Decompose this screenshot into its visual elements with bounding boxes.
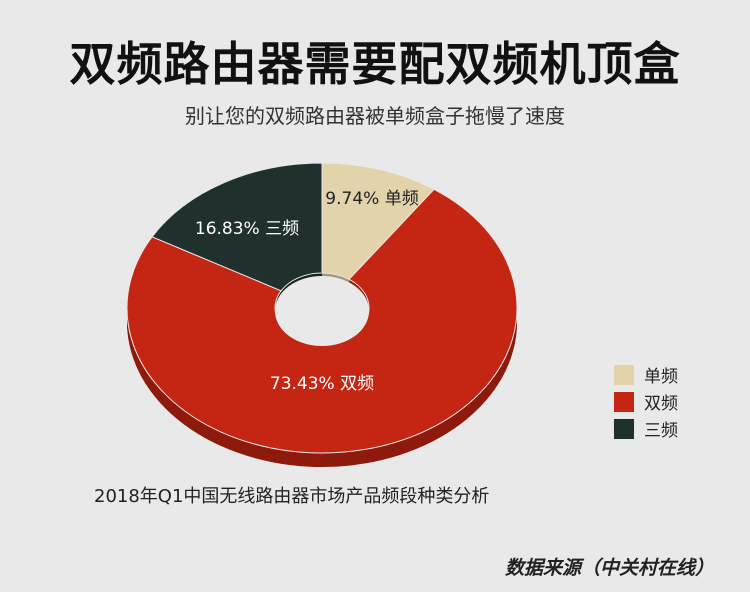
page-subtitle: 别让您的双频路由器被单频盒子拖慢了速度 xyxy=(185,104,565,128)
slice-label-tri: 16.83% 三频 xyxy=(195,219,299,239)
chart-caption: 2018年Q1中国无线路由器市场产品频段种类分析 xyxy=(94,486,490,507)
donut-hole xyxy=(275,276,369,346)
legend-swatch-tri xyxy=(614,418,634,439)
legend-swatch-single xyxy=(614,364,634,385)
data-source: 数据来源（中关村在线） xyxy=(504,557,714,579)
slice-label-single: 9.74% 单频 xyxy=(325,189,418,209)
page-title: 双频路由器需要配双频机顶盒 xyxy=(69,37,681,91)
legend-label-dual: 双频 xyxy=(644,394,678,414)
legend-label-tri: 三频 xyxy=(644,421,678,441)
legend-label-single: 单频 xyxy=(644,367,678,387)
donut-slice-tri xyxy=(151,162,323,292)
legend-item-dual: 双频 xyxy=(614,388,678,415)
donut-slice-single xyxy=(321,162,435,280)
legend-item-single: 单频 xyxy=(614,361,678,388)
legend-item-tri: 三频 xyxy=(614,415,678,442)
chart-legend: 单频 双频 三频 xyxy=(614,361,678,442)
slice-label-dual: 73.43% 双频 xyxy=(270,374,374,394)
legend-swatch-dual xyxy=(614,391,634,412)
